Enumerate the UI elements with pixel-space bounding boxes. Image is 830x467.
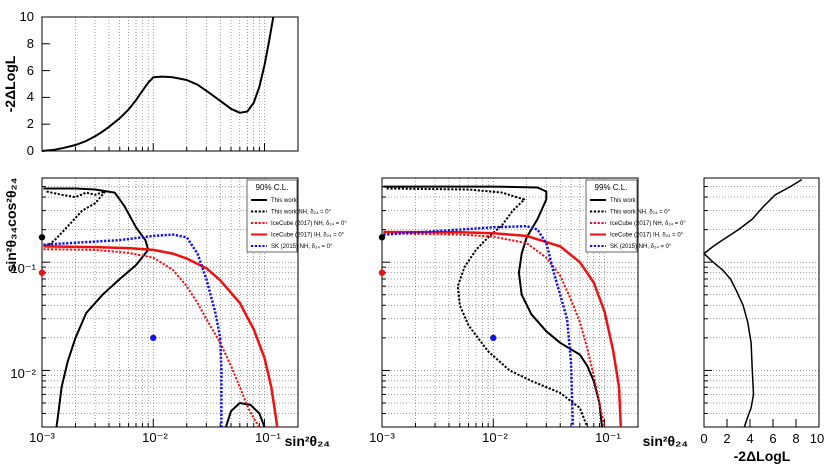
main90-legend-label-4: SK (2015) NH, δ₂₄ = 0°: [271, 244, 333, 250]
main99-marker-0: [378, 234, 386, 241]
main99-xtick-1e-3: 10⁻³: [369, 430, 395, 445]
top-ytick-2: 2: [27, 116, 34, 131]
top-ytick-6: 6: [27, 63, 34, 78]
legend-99cl: 99% C.L. This work This work NH, δ₂₄ = 0°…: [585, 179, 686, 253]
right-panel-frame: [703, 177, 820, 428]
main90-series-0: [43, 187, 150, 428]
top-panel-frame: [41, 16, 299, 152]
main99-series-0: [383, 185, 603, 428]
main90-marker-0: [38, 234, 46, 241]
main90-legend-label-1: This work NH, δ₂₄ = 0°: [271, 210, 332, 216]
main99-marker-1: [378, 269, 386, 276]
main90-series-3: [43, 248, 261, 428]
right-xtick-6: 6: [769, 431, 776, 446]
main90-legend-label-0: This work: [271, 198, 298, 204]
top-likelihood-panel: 0 2 4 6 8 10 -2ΔLogL: [2, 9, 299, 158]
legend-90-title: 90% C.L.: [256, 183, 289, 192]
main90-xlabel: sin²θ₂₄: [285, 433, 330, 449]
main90-series-4: [43, 245, 279, 428]
main90-marker-2: [150, 334, 157, 342]
top-series-0: [41, 16, 275, 152]
right-likelihood-panel: 0 2 4 6 8 10 -2ΔLogL: [700, 177, 824, 464]
main99-legend-label-4: SK (2015) NH, δ₂₄ = 0°: [610, 244, 672, 250]
main99-legend-label-0: This work: [610, 198, 637, 204]
main99-xtick-1e-2: 10⁻²: [482, 430, 508, 445]
right-xtick-4: 4: [746, 431, 753, 446]
right-series-0: [703, 178, 803, 428]
main90-legend-label-2: IceCube (2017) NH, δ₂₄ = 0°: [271, 221, 347, 227]
main90-series-5: [43, 233, 223, 427]
main99-legend-label-2: IceCube (2017) NH, δ₂₄ = 0°: [610, 221, 686, 227]
legend-90cl: 90% C.L. This work This work NH, δ₂₄ = 0°…: [246, 179, 347, 253]
main90-ytick-1e-1: 10⁻¹: [10, 261, 36, 276]
top-ytick-8: 8: [27, 36, 34, 51]
top-ytick-10: 10: [20, 9, 34, 24]
main90-series-1: [224, 402, 266, 428]
main-99cl-panel: 99% C.L. This work This work NH, δ₂₄ = 0°…: [369, 177, 688, 449]
top-ylabel: -2ΔLogL: [2, 55, 18, 112]
main99-marker-2: [490, 334, 497, 342]
main99-series-2: [383, 232, 606, 428]
right-xlabel: -2ΔLogL: [734, 448, 791, 464]
main90-xtick-1e-2: 10⁻²: [142, 430, 168, 445]
main90-ylabel: sin²θ₃₄cos²θ₂₄: [3, 178, 19, 273]
main99-series-1: [386, 187, 589, 428]
legend-99-title: 99% C.L.: [595, 183, 628, 192]
main90-xtick-1e-1: 10⁻¹: [255, 430, 281, 445]
top-ytick-0: 0: [27, 143, 34, 158]
main90-legend-label-3: IceCube (2017) IH, δ₂₄ = 0°: [271, 233, 345, 239]
main99-series-4: [383, 224, 575, 428]
main90-marker-1: [38, 269, 46, 276]
main99-series-3: [383, 230, 623, 428]
right-xtick-8: 8: [792, 431, 799, 446]
right-xtick-0: 0: [700, 431, 707, 446]
top-ytick-4: 4: [27, 89, 34, 104]
main90-series-2: [43, 190, 107, 248]
right-xtick-2: 2: [723, 431, 730, 446]
main90-ytick-1e-2: 10⁻²: [10, 366, 36, 381]
main99-legend-label-3: IceCube (2017) IH, δ₂₄ = 0°: [610, 233, 684, 239]
main-90cl-panel: 90% C.L. This work This work NH, δ₂₄ = 0°…: [3, 177, 347, 449]
main99-legend-label-1: This work NH, δ₂₄ = 0°: [610, 210, 671, 216]
right-xtick-10: 10: [810, 431, 824, 446]
main99-xlabel: sin²θ₂₄: [643, 433, 688, 449]
main99-xtick-1e-1: 10⁻¹: [595, 430, 621, 445]
main90-xtick-1e-3: 10⁻³: [29, 430, 55, 445]
